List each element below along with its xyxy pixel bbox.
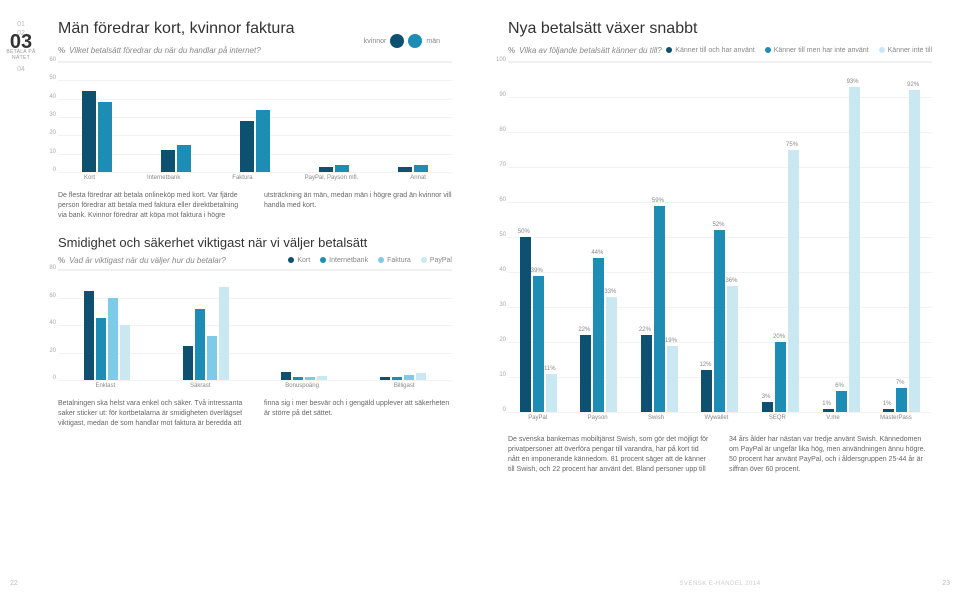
bar xyxy=(520,237,531,412)
section-tag: BETALA PÅ NÄTET xyxy=(6,49,36,61)
chart2-description: Betalningen ska helst vara enkel och säk… xyxy=(58,399,452,429)
page-num-04: 04 xyxy=(6,65,36,74)
bar xyxy=(120,325,130,380)
bar xyxy=(82,91,96,172)
page-number-left: 22 xyxy=(10,580,18,587)
bar xyxy=(593,258,604,412)
bar xyxy=(823,409,834,413)
bar xyxy=(883,409,894,413)
bar xyxy=(96,318,106,380)
chart3-title: Nya betalsätt växer snabbt xyxy=(508,20,932,38)
bar xyxy=(414,165,428,172)
bar xyxy=(727,286,738,412)
bar xyxy=(701,370,712,412)
bar xyxy=(667,346,678,413)
bar xyxy=(775,342,786,412)
bar xyxy=(293,377,303,380)
bar xyxy=(849,87,860,413)
bar xyxy=(654,206,665,413)
bar xyxy=(836,391,847,412)
chart1-description: De flesta föredrar att betala onlineköp … xyxy=(58,191,452,221)
bar xyxy=(240,121,254,172)
page-number-right: 23 xyxy=(942,580,950,587)
bar xyxy=(195,309,205,381)
bar xyxy=(84,291,94,380)
chart2-legend: KortInternetbankFakturaPayPal xyxy=(288,257,452,264)
bar xyxy=(533,276,544,413)
page-num-03: 03 xyxy=(6,38,36,47)
gender-legend: kvinnor män xyxy=(364,34,440,48)
bar xyxy=(256,110,270,172)
chart1: 0102030405060KortInternetbankFakturaPayP… xyxy=(58,61,452,181)
bar xyxy=(319,167,333,173)
chart3-description: De svenska bankernas mobiltjänst Swish, … xyxy=(508,435,932,475)
bar xyxy=(714,230,725,412)
chart3-legend: Känner till och har använtKänner till me… xyxy=(666,47,932,54)
bar xyxy=(546,374,557,413)
chart2-subtitle: %Vad är viktigast när du väljer hur du b… xyxy=(58,256,226,265)
bar xyxy=(108,298,118,381)
bar xyxy=(219,287,229,381)
bar xyxy=(183,346,193,380)
bar xyxy=(380,377,390,380)
bar xyxy=(207,336,217,380)
bar xyxy=(788,150,799,413)
bar xyxy=(580,335,591,412)
man-icon xyxy=(408,34,422,48)
bar xyxy=(392,377,402,380)
page-num-01: 01 xyxy=(6,20,36,29)
chart2-title: Smidighet och säkerhet viktigast när vi … xyxy=(58,235,452,250)
chart2: 020406080EnklastSäkrastBonuspoängBilliga… xyxy=(58,269,452,389)
bar xyxy=(398,167,412,173)
bar xyxy=(177,145,191,173)
bar xyxy=(404,375,414,381)
bar xyxy=(762,402,773,413)
chart3: 010203040506070809010050%39%11%22%44%33%… xyxy=(508,61,932,421)
bar xyxy=(335,165,349,172)
bar xyxy=(281,372,291,380)
bar xyxy=(416,373,426,380)
bar xyxy=(606,297,617,413)
bar xyxy=(161,150,175,172)
bar xyxy=(641,335,652,412)
footer-text: SVENSK E-HANDEL 2014 xyxy=(679,581,760,587)
kvinnor-icon xyxy=(390,34,404,48)
bar xyxy=(305,377,315,380)
bar xyxy=(896,388,907,413)
chart3-subtitle: %Vilka av följande betalsätt känner du t… xyxy=(508,46,662,55)
bar xyxy=(98,102,112,172)
bar xyxy=(317,376,327,380)
bar xyxy=(909,90,920,412)
